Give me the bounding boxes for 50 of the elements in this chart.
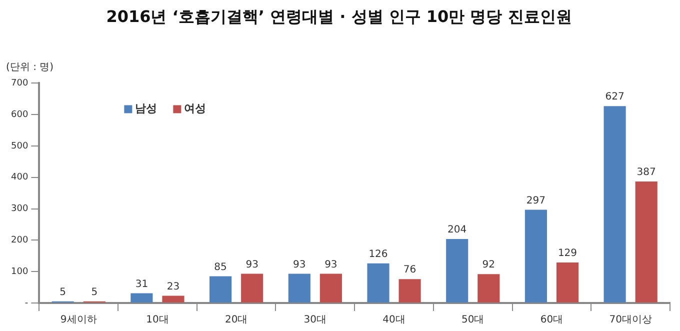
data-label: 93: [293, 259, 306, 270]
x-tick-label: 10대: [146, 314, 169, 326]
x-tick-label: 50대: [462, 314, 484, 326]
y-tick-label: 700: [10, 78, 28, 89]
data-label: 93: [246, 259, 258, 270]
bar: [524, 210, 547, 302]
y-tick-label: 600: [10, 110, 28, 120]
data-label: 5: [60, 287, 66, 298]
data-label: 5: [91, 287, 98, 298]
bar: [478, 274, 500, 302]
data-label: 76: [403, 264, 416, 276]
data-label: 387: [636, 167, 656, 178]
bar: [367, 263, 390, 302]
bar: [556, 262, 579, 302]
legend-label: 여성: [184, 102, 206, 116]
x-tick-label: 20대: [224, 314, 248, 326]
data-label: 85: [214, 262, 227, 273]
data-label: 23: [166, 281, 180, 292]
data-label: 93: [324, 259, 338, 270]
bar: [288, 274, 310, 302]
y-tick-label: 500: [10, 141, 28, 152]
x-tick-label: 9세이하: [60, 314, 97, 326]
bar: [162, 296, 184, 302]
x-tick-label: 70대이상: [609, 314, 652, 326]
data-label: 126: [368, 249, 388, 260]
y-tick-label: 400: [10, 172, 28, 183]
bar: [604, 106, 626, 302]
bar: [320, 274, 342, 302]
data-label: 31: [135, 278, 148, 290]
y-tick-label: 300: [10, 204, 28, 214]
bar: [446, 238, 468, 302]
data-label: 204: [448, 224, 467, 236]
y-tick-label: 100: [10, 266, 28, 277]
data-label: 297: [526, 195, 546, 206]
x-tick-label: 30대: [304, 314, 327, 326]
chart-title: 2016년 ‘호흡기결핵’ 연령대별 · 성별 인구 10만 명당 진료인원: [106, 6, 572, 26]
data-label: 92: [482, 260, 496, 271]
bar: [398, 279, 421, 302]
legend-label: 남성: [135, 102, 158, 116]
bar: [635, 181, 658, 302]
bar: [210, 276, 232, 302]
x-tick-label: 40대: [382, 314, 406, 326]
bar: [130, 293, 153, 302]
data-label: 627: [605, 92, 624, 103]
x-tick-label: 60대: [540, 314, 564, 326]
text: (단위 : 명): [6, 61, 54, 74]
bar: [241, 274, 264, 302]
y-tick-label: 200: [10, 236, 28, 246]
data-label: 129: [558, 248, 578, 260]
y-tick-label: -: [24, 298, 28, 308]
